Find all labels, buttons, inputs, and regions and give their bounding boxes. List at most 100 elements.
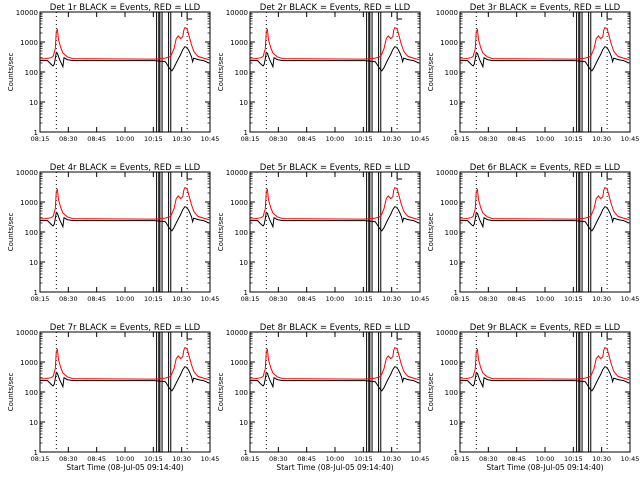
y-tick-label: 1 xyxy=(34,129,38,137)
x-tick-label: 10:30 xyxy=(172,295,191,303)
x-tick-label: 08:15 xyxy=(451,295,470,303)
corner-mark xyxy=(606,333,613,340)
corner-mark xyxy=(606,173,613,180)
x-tick-label: 10:00 xyxy=(326,135,345,143)
panel-title: Det 6r BLACK = Events, RED = LLD xyxy=(470,163,621,173)
panel-title: Det 8r BLACK = Events, RED = LLD xyxy=(260,323,411,333)
x-tick-label: 10:45 xyxy=(621,135,640,143)
panel-title: Det 3r BLACK = Events, RED = LLD xyxy=(470,3,621,13)
y-tick-label: 100 xyxy=(235,229,248,237)
y-tick-label: 10 xyxy=(449,419,458,427)
x-tick-label: 08:45 xyxy=(297,295,316,303)
gap-rectangle xyxy=(369,331,373,453)
gap-rectangle xyxy=(579,11,583,133)
x-tick-label: 08:45 xyxy=(507,295,526,303)
gap-rectangle xyxy=(168,171,172,293)
x-tick-label: 10:30 xyxy=(592,455,611,463)
y-tick-label: 1000 xyxy=(440,199,458,207)
plot-frame xyxy=(459,171,631,293)
series-line-lld xyxy=(39,27,210,61)
x-tick-label: 10:45 xyxy=(411,295,430,303)
gap-rectangle xyxy=(378,331,382,453)
y-tick-label: 10 xyxy=(29,259,38,267)
plot-frame xyxy=(459,11,631,133)
y-axis-label: Counts/sec xyxy=(217,53,225,92)
gap-rectangle xyxy=(378,11,382,133)
y-tick-label: 10000 xyxy=(436,169,458,177)
plot-frame xyxy=(39,171,211,293)
x-tick-label: 10:15 xyxy=(564,455,583,463)
y-axis-label: Counts/sec xyxy=(7,53,15,92)
y-tick-label: 1000 xyxy=(20,359,38,367)
y-tick-label: 100 xyxy=(445,69,458,77)
x-tick-label: 08:45 xyxy=(507,455,526,463)
series-line-lld xyxy=(249,187,420,221)
y-tick-label: 1 xyxy=(454,289,458,297)
gap-rectangle xyxy=(366,331,370,453)
y-tick-label: 1000 xyxy=(230,359,248,367)
y-tick-label: 10000 xyxy=(16,9,38,17)
gap-rectangle xyxy=(369,171,373,293)
x-tick-label: 08:45 xyxy=(297,455,316,463)
gap-rectangle xyxy=(576,171,580,293)
y-axis-label: Counts/sec xyxy=(7,213,15,252)
gap-rectangle xyxy=(159,331,163,453)
gap-rectangle xyxy=(579,331,583,453)
panel-7: Det 7r BLACK = Events, RED = LLD 1 10 100 10… xyxy=(7,323,219,472)
plot-frame xyxy=(459,331,631,453)
panel-3: Det 3r BLACK = Events, RED = LLD 1 10 100 10… xyxy=(427,3,639,143)
y-tick-label: 10000 xyxy=(436,9,458,17)
x-tick-label: 10:15 xyxy=(564,135,583,143)
y-tick-label: 100 xyxy=(25,69,38,77)
y-tick-label: 1000 xyxy=(440,359,458,367)
x-tick-label: 10:30 xyxy=(382,295,401,303)
panel-1: Det 1r BLACK = Events, RED = LLD 1 10 100 10… xyxy=(7,3,219,143)
corner-mark xyxy=(396,13,403,20)
y-tick-label: 10000 xyxy=(226,9,248,17)
x-tick-label: 08:15 xyxy=(241,295,260,303)
gap-rectangle xyxy=(366,11,370,133)
gap-rectangle xyxy=(168,11,172,133)
x-tick-label: 10:00 xyxy=(116,295,135,303)
x-tick-label: 08:30 xyxy=(59,295,78,303)
x-tick-label: 10:00 xyxy=(116,455,135,463)
y-tick-label: 1000 xyxy=(20,199,38,207)
y-tick-label: 100 xyxy=(445,389,458,397)
x-tick-label: 08:45 xyxy=(507,135,526,143)
y-tick-label: 100 xyxy=(235,69,248,77)
y-tick-label: 1000 xyxy=(440,39,458,47)
x-tick-label: 08:30 xyxy=(479,295,498,303)
y-axis-label: Counts/sec xyxy=(217,213,225,252)
x-tick-label: 10:30 xyxy=(592,135,611,143)
panel-4: Det 4r BLACK = Events, RED = LLD 1 10 100 10… xyxy=(7,163,219,303)
y-tick-label: 10 xyxy=(239,259,248,267)
series-line-events xyxy=(460,365,630,392)
series-line-events xyxy=(40,45,210,72)
gap-rectangle xyxy=(369,11,373,133)
x-tick-label: 08:45 xyxy=(87,295,106,303)
series-line-lld xyxy=(249,347,420,381)
panel-8: Det 8r BLACK = Events, RED = LLD 1 10 100 10… xyxy=(217,323,429,472)
y-tick-label: 1 xyxy=(244,449,248,457)
x-tick-label: 08:15 xyxy=(451,135,470,143)
y-tick-label: 1000 xyxy=(230,199,248,207)
panel-5: Det 5r BLACK = Events, RED = LLD 1 10 100 10… xyxy=(217,163,429,303)
gap-rectangle xyxy=(576,331,580,453)
panel-title: Det 9r BLACK = Events, RED = LLD xyxy=(470,323,621,333)
gap-rectangle xyxy=(156,331,160,453)
gap-rectangle xyxy=(159,171,163,293)
x-tick-label: 10:30 xyxy=(382,135,401,143)
x-tick-label: 08:15 xyxy=(31,455,50,463)
series-line-events xyxy=(250,205,420,232)
y-tick-label: 10 xyxy=(29,99,38,107)
x-tick-label: 10:15 xyxy=(144,295,163,303)
series-line-events xyxy=(250,365,420,392)
x-tick-label: 08:30 xyxy=(479,455,498,463)
panel-2: Det 2r BLACK = Events, RED = LLD 1 10 100 10… xyxy=(217,3,429,143)
x-tick-label: 10:00 xyxy=(536,455,555,463)
y-tick-label: 1000 xyxy=(230,39,248,47)
series-line-lld xyxy=(249,27,420,61)
y-tick-label: 10 xyxy=(449,259,458,267)
x-tick-label: 10:45 xyxy=(411,135,430,143)
x-tick-label: 10:15 xyxy=(354,295,373,303)
